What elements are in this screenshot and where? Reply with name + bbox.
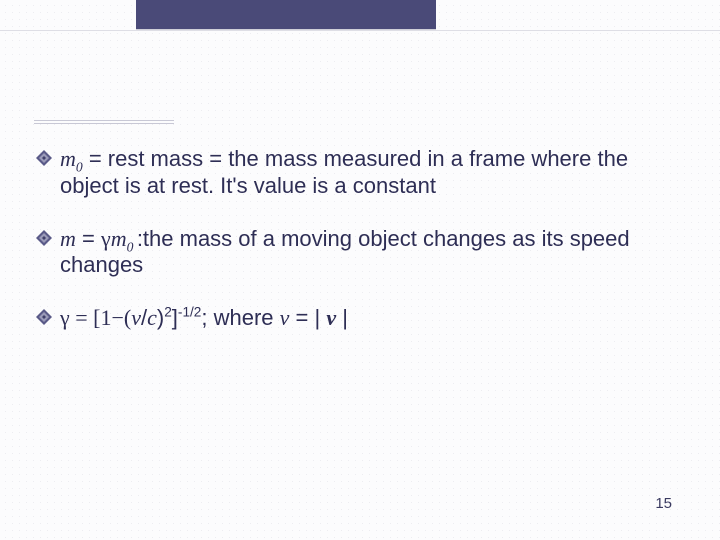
gamma-symbol: γ [101,226,111,251]
vector-v-bold: v [326,305,336,330]
diamond-bullet-icon [36,150,52,166]
where-text: ; where [201,305,279,330]
math-symbol-v: v [131,305,141,330]
slide-body: m0 = rest mass = the mass measured in a … [36,146,680,358]
math-symbol-m: m [60,226,76,251]
bullet-item: m0 = rest mass = the mass measured in a … [36,146,680,200]
superscript-neg-half: -1/2 [178,305,201,320]
gamma-symbol: γ [60,305,70,330]
diamond-bullet-icon [36,230,52,246]
bullet-item: γ = [1−(v/c)2]-1/2; where v = | v | [36,305,680,332]
accent-line [34,120,174,121]
title-placeholder-bar [136,0,436,30]
bullet-text: = rest mass = the mass measured in a fra… [60,146,628,198]
abs-bar: | [336,305,348,330]
equals-text: = [76,226,101,251]
diamond-bullet-icon [36,309,52,325]
math-symbol-m: m [60,146,76,171]
equals-text: = [70,305,93,330]
bullet-text: :the mass of a moving object changes as … [60,226,630,278]
equals-text: = | [289,305,326,330]
accent-line [34,123,174,124]
math-symbol-c: c [147,305,157,330]
math-symbol-v: v [280,305,290,330]
bullet-item: m = γm0 :the mass of a moving object cha… [36,226,680,280]
superscript-2: 2 [164,305,172,320]
bracket-text: [1−( [93,305,131,330]
header-divider [0,30,720,31]
page-number: 15 [655,495,672,512]
math-symbol-m: m [111,226,127,251]
